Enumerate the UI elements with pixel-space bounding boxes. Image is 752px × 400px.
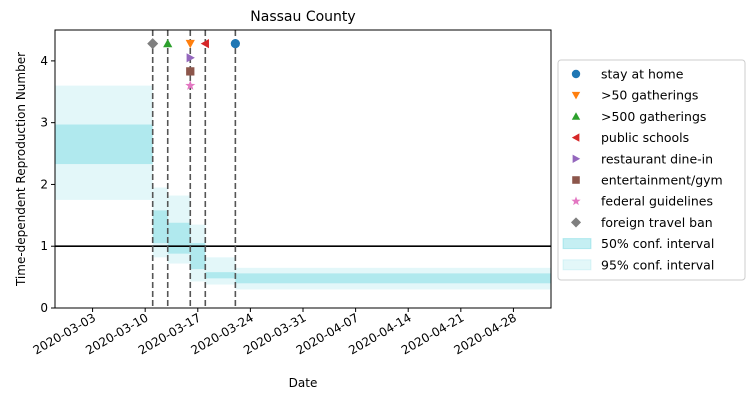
y-tick-label-2: 2	[40, 177, 48, 191]
ci50-band-1	[152, 210, 168, 244]
y-tick-label-0: 0	[40, 301, 48, 315]
chart-title: Nassau County	[250, 9, 355, 25]
legend-swatch-1	[562, 259, 592, 271]
legend-marker-0	[571, 69, 581, 79]
legend-label-4: restaurant dine-in	[601, 151, 713, 166]
legend-box	[557, 59, 746, 281]
legend-label-3: public schools	[601, 130, 689, 145]
ci50-band-0	[55, 124, 153, 165]
legend-label-2: >500 gatherings	[601, 109, 706, 124]
event-marker-4	[186, 53, 195, 63]
legend-label-6: federal guidelines	[601, 194, 713, 209]
ci50-band-3	[190, 243, 206, 270]
legend-marker-5	[572, 176, 580, 184]
ci95-band-3	[190, 224, 206, 282]
event-marker-6	[185, 80, 196, 90]
event-marker-2	[163, 38, 173, 48]
y-axis: 0 1 2 3 4	[40, 54, 55, 315]
legend-label-7: foreign travel ban	[601, 215, 713, 230]
legend-marker-1	[571, 91, 581, 100]
event-marker-5	[186, 67, 195, 76]
x-axis-title: Date	[289, 376, 318, 390]
legend-swatch-0	[562, 238, 592, 250]
legend-marker-4	[572, 154, 581, 163]
event-markers	[147, 38, 240, 90]
ci95-band-4	[205, 257, 236, 285]
y-tick-label-4: 4	[40, 54, 48, 68]
x-axis: 2020-03-032020-03-102020-03-172020-03-24…	[31, 308, 519, 357]
ci95-band-1	[152, 187, 168, 258]
ci50-band-4	[205, 272, 236, 279]
y-tick-label-3: 3	[40, 116, 48, 130]
legend-band-label-1: 95% conf. interval	[601, 257, 714, 272]
ci95-band-5	[235, 267, 551, 290]
legend-marker-2	[571, 112, 581, 120]
y-tick-label-1: 1	[40, 239, 48, 253]
confidence-bands	[55, 85, 551, 290]
legend-band-label-0: 50% conf. interval	[601, 236, 714, 251]
event-lines	[55, 30, 551, 308]
legend: stay at home >50 gatherings >500 gathering…	[557, 59, 746, 281]
legend-marker-7	[570, 217, 582, 228]
legend-label-1: >50 gatherings	[601, 88, 698, 103]
ci50-band-5	[235, 273, 551, 284]
legend-label-0: stay at home	[601, 67, 684, 82]
legend-marker-6	[571, 196, 581, 206]
event-marker-7	[147, 38, 159, 50]
legend-marker-3	[571, 133, 580, 142]
ci95-band-0	[55, 85, 153, 200]
ci50-band-2	[167, 222, 191, 254]
y-axis-title: Time-dependent Reproduction Number	[14, 52, 28, 287]
legend-label-5: entertainment/gym	[601, 173, 723, 188]
event-marker-0	[230, 38, 240, 49]
event-marker-3	[200, 38, 209, 49]
event-marker-1	[185, 39, 195, 49]
